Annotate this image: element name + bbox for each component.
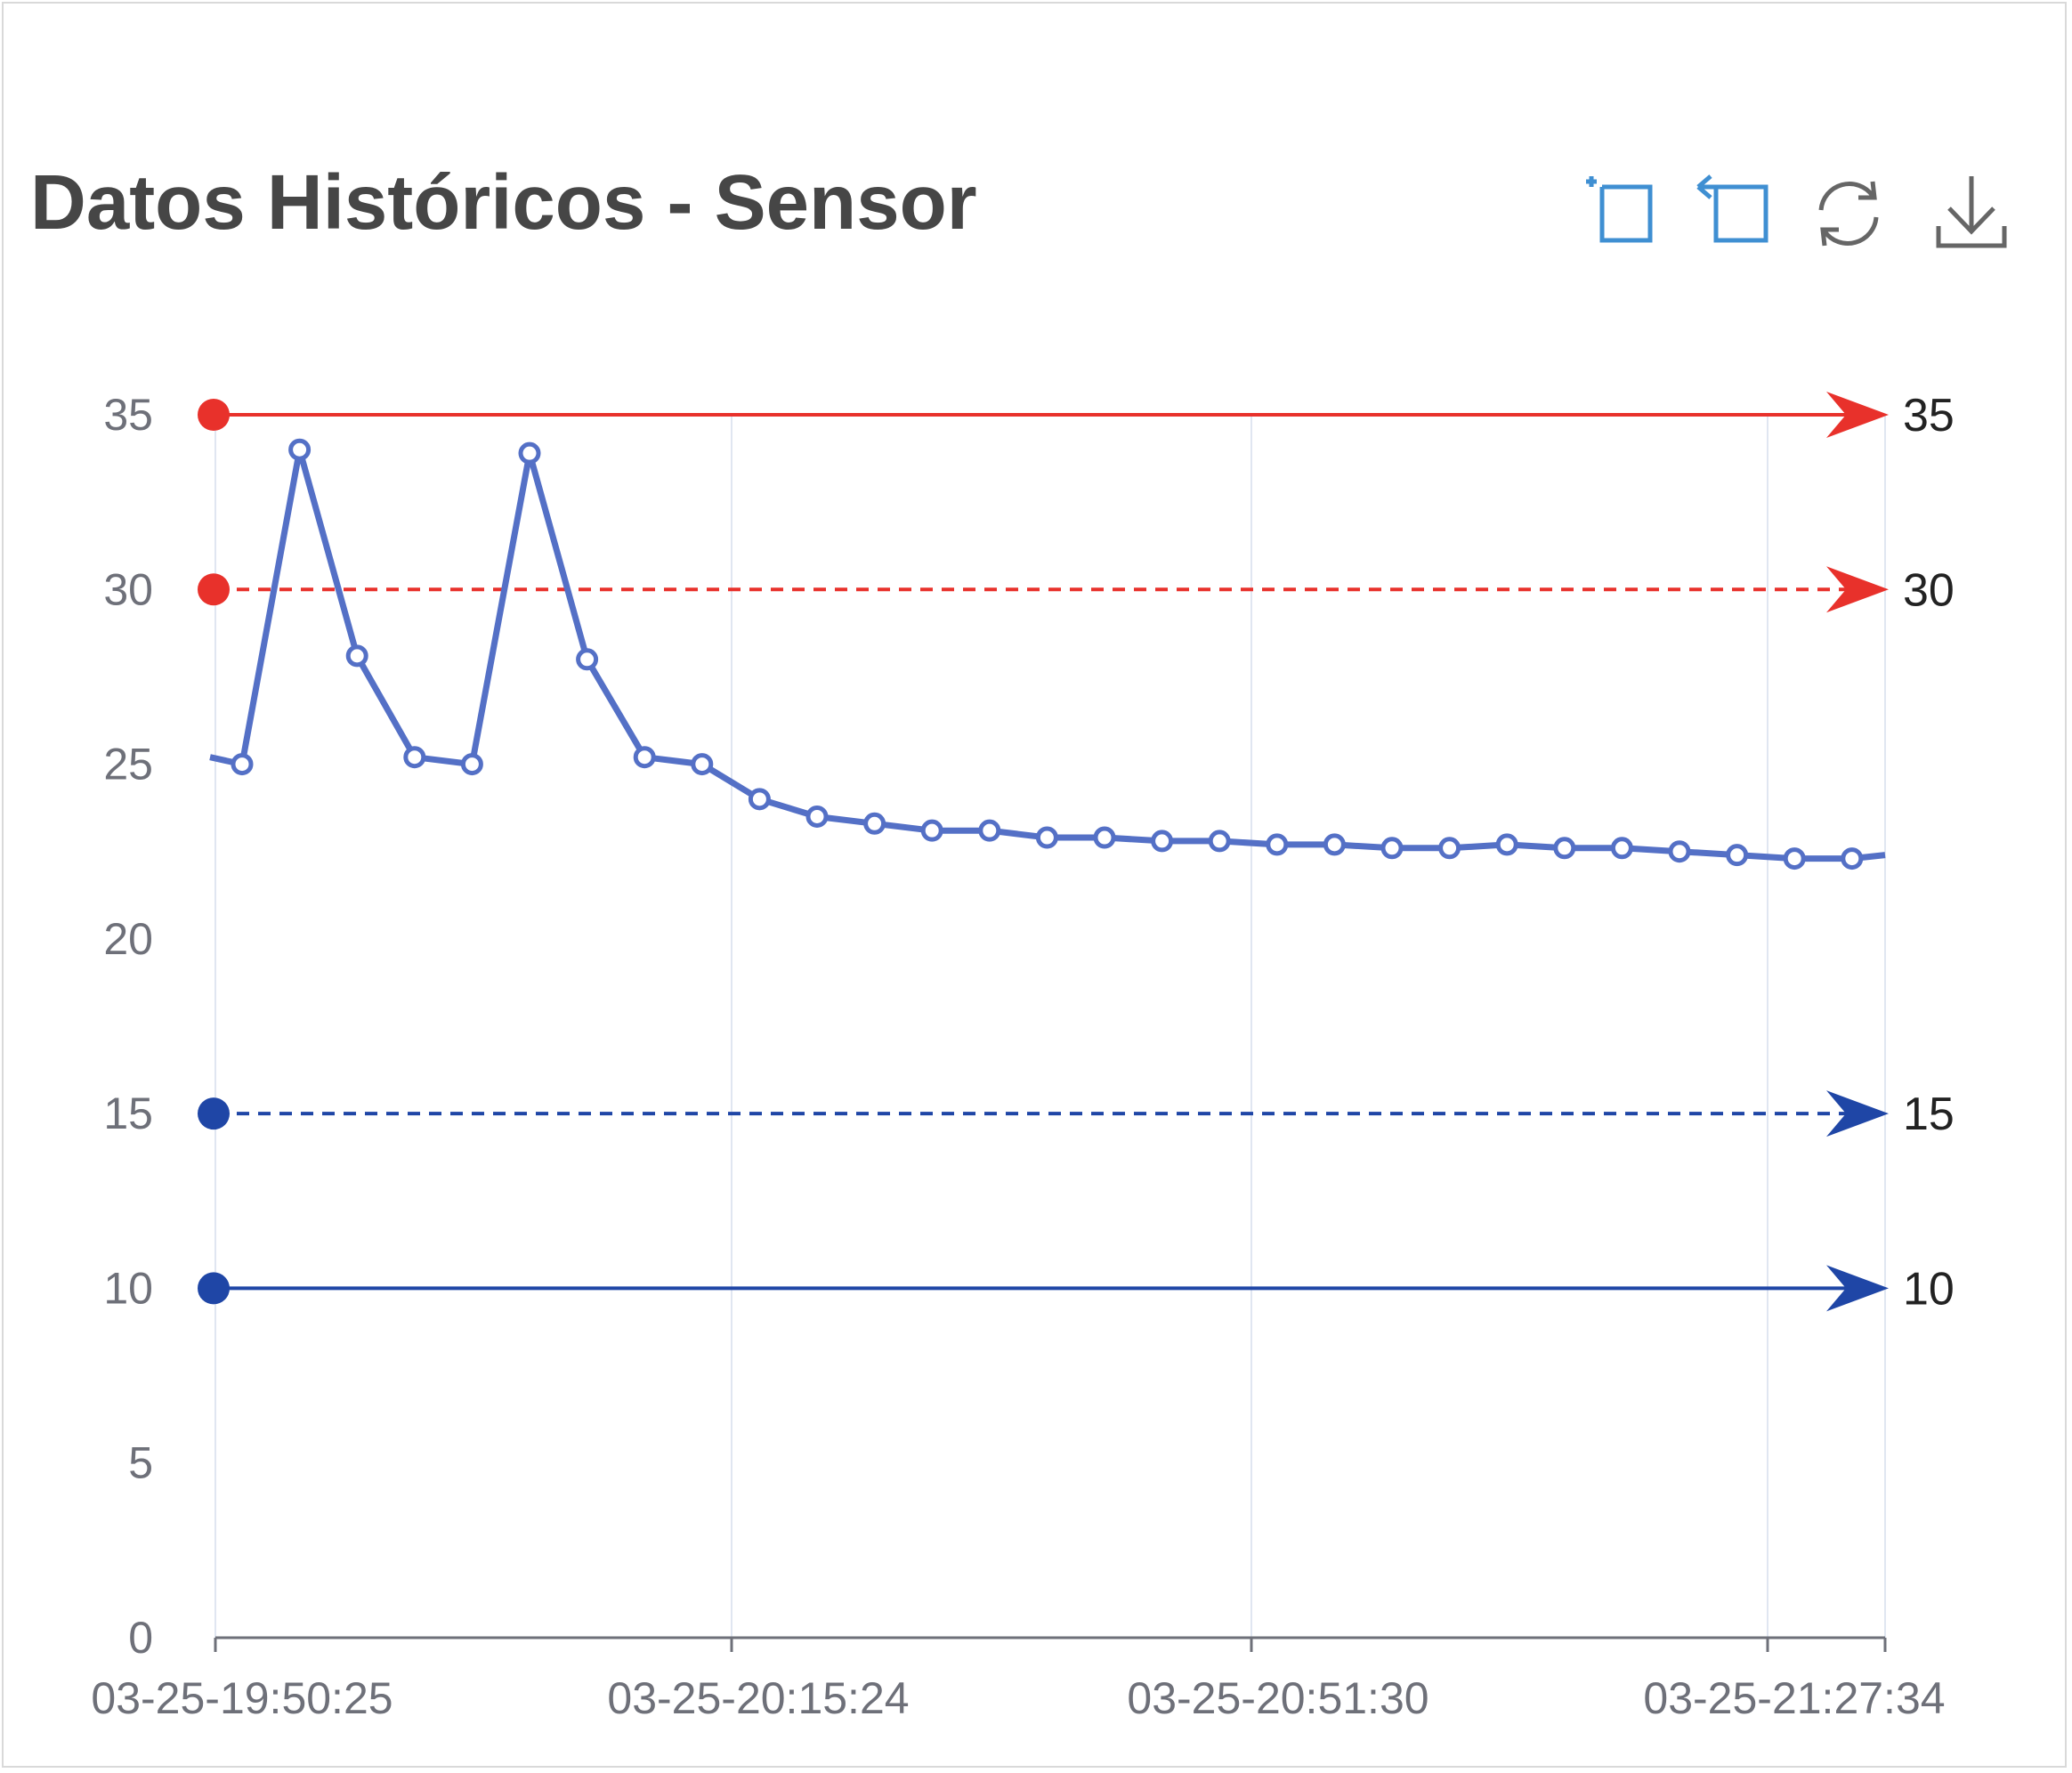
y-tick-label: 30 (103, 564, 153, 614)
data-point (288, 438, 312, 461)
y-tick-label: 20 (103, 914, 153, 964)
threshold-arrow (1826, 566, 1889, 613)
data-point (1266, 833, 1289, 856)
threshold-label: 30 (1903, 564, 1955, 616)
series-sensor (209, 438, 1886, 870)
data-point (978, 819, 1001, 842)
y-tick-label: 15 (103, 1089, 153, 1138)
axes: 0 5 10 15 20 25 30 35 03-25-19:50:25 03-25-20:15:… (91, 390, 1945, 1723)
data-point (403, 746, 426, 769)
threshold-line-30: 30 (198, 564, 1955, 616)
data-point (1380, 837, 1404, 860)
data-point (863, 812, 886, 835)
data-point (1323, 833, 1346, 856)
chart-toolbox (1575, 169, 2038, 258)
data-point (691, 753, 714, 776)
restore-icon[interactable] (1809, 169, 1889, 258)
data-point (1610, 837, 1633, 860)
grid-lines (214, 415, 1886, 1638)
chart-title: Datos Históricos - Sensor (30, 159, 977, 246)
data-point (1208, 830, 1231, 853)
threshold-start-dot (198, 399, 230, 431)
data-point (633, 746, 656, 769)
x-tick-label: 03-25-21:27:34 (1643, 1673, 1945, 1723)
data-point (920, 819, 943, 842)
data-point (460, 753, 483, 776)
threshold-line-15: 15 (198, 1089, 1955, 1140)
data-point (1093, 826, 1116, 849)
y-tick-label: 0 (128, 1613, 153, 1663)
threshold-start-dot (198, 1272, 230, 1305)
data-point (1495, 833, 1518, 856)
x-tick-label: 03-25-19:50:25 (91, 1673, 393, 1723)
threshold-label: 10 (1903, 1263, 1955, 1315)
threshold-line-10: 10 (198, 1263, 1955, 1315)
data-point (1035, 826, 1058, 849)
y-tick-label: 10 (103, 1263, 153, 1313)
data-point (231, 753, 254, 776)
x-tick-label: 03-25-20:51:30 (1127, 1673, 1429, 1723)
threshold-label: 35 (1903, 390, 1955, 441)
y-tick-label: 5 (128, 1438, 153, 1488)
data-point (1668, 840, 1691, 863)
y-tick-label: 35 (103, 390, 153, 440)
zoom-icon[interactable] (1575, 169, 1655, 258)
data-point (576, 648, 599, 671)
series-line (209, 446, 1886, 862)
zoom-reset-icon[interactable] (1691, 169, 1771, 258)
data-point (518, 441, 541, 465)
y-tick-label: 25 (103, 740, 153, 789)
x-tick-label: 03-25-20:15:24 (607, 1673, 909, 1723)
threshold-lines: 35 30 15 10 (198, 390, 1955, 1315)
data-point (805, 805, 829, 828)
data-point (1841, 847, 1864, 870)
threshold-arrow (1826, 1265, 1889, 1312)
data-point (748, 788, 771, 811)
data-point (1783, 847, 1806, 870)
data-point (345, 644, 368, 668)
data-point (1438, 837, 1461, 860)
data-point (1726, 844, 1749, 867)
data-point (1553, 837, 1576, 860)
threshold-arrow (1826, 1090, 1889, 1137)
download-icon[interactable] (1931, 169, 2011, 258)
threshold-label: 15 (1903, 1089, 1955, 1140)
data-point (1151, 830, 1174, 853)
threshold-start-dot (198, 573, 230, 606)
threshold-start-dot (198, 1097, 230, 1130)
threshold-line-35: 35 (198, 390, 1955, 441)
threshold-arrow (1826, 392, 1889, 438)
